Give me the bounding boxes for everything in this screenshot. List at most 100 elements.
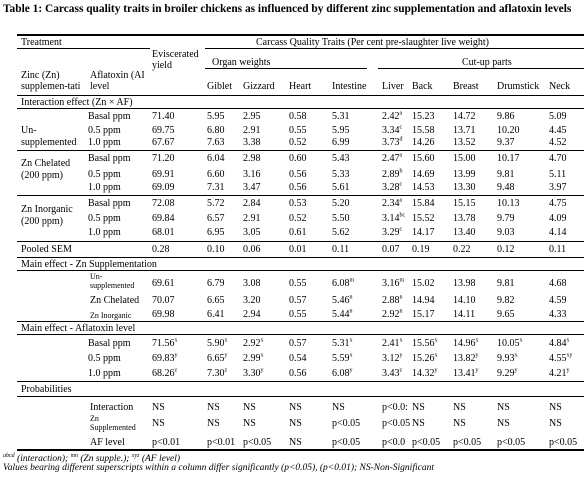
cell-superscript: bc	[399, 212, 406, 219]
af-level-label: 1.0 ppm	[88, 182, 121, 193]
cell-breast: 13.40	[453, 227, 476, 238]
cell-value: 14.96	[453, 338, 476, 349]
cell-value: 6.79	[207, 278, 225, 289]
cell-drumstick: 9.93x	[497, 353, 518, 364]
cell-value: 13.78	[453, 213, 476, 224]
cell-value: 5.59	[332, 353, 350, 364]
cell-heart: 0.52	[289, 213, 307, 224]
group-label-line2: Un-	[21, 125, 37, 136]
giblet-header: Giblet	[207, 81, 232, 92]
cell-intestine: 5.20	[332, 198, 350, 209]
cell-drumstick: 9.86	[497, 111, 515, 122]
cell-value: 2.41	[382, 338, 400, 349]
cell-neck: 4.84x	[549, 338, 570, 349]
cell-ey: 68.01	[152, 227, 175, 238]
af-level-label: Basal ppm	[88, 111, 131, 122]
cell-superscript: a	[399, 152, 403, 159]
cell-value: 13.40	[453, 227, 476, 238]
cell-value: 3.16	[382, 278, 400, 289]
cell-back: 15.58	[412, 125, 435, 136]
cell-superscript: x	[519, 337, 523, 344]
cell-value: 15.17	[412, 309, 435, 320]
af-level-label: 0.5 ppm	[88, 353, 121, 364]
cell-value: 5.11	[549, 169, 567, 180]
pooled-cell-liver: 0.07	[382, 244, 400, 255]
cell-value: 9.79	[497, 213, 515, 224]
cell-value: 2.84	[243, 198, 261, 209]
cell-liver: 2.41x	[382, 338, 403, 349]
cell-superscript: x	[475, 337, 479, 344]
section-zn-title: Main effect - Zn Supplementation	[21, 259, 157, 270]
cell-value: 9.03	[497, 227, 515, 238]
cell-neck: 4.14	[549, 227, 567, 238]
af-level-label: Basal ppm	[88, 338, 131, 349]
cell-back: 14.69	[412, 169, 435, 180]
cell-value: 7.31	[207, 182, 225, 193]
cell-value: 6.65	[207, 295, 225, 306]
rule-under-cutup	[378, 68, 584, 69]
cell-value: 4.21	[549, 368, 567, 379]
pooled-cell-intestine: 0.11	[332, 244, 350, 255]
prob-cell-giblet: NS	[207, 418, 220, 429]
gizzard-header: Gizzard	[243, 81, 275, 92]
cell-superscript: n	[399, 294, 403, 301]
cell-neck: 3.97	[549, 182, 567, 193]
cell-value: 71.40	[152, 111, 175, 122]
prob-cell-liver: p<0.05	[382, 418, 411, 429]
cell-drumstick: 9.48	[497, 182, 515, 193]
prob-cell-ey: NS	[152, 402, 165, 413]
cell-value: 14.72	[453, 111, 476, 122]
cell-heart: 0.60	[289, 153, 307, 164]
group-label-line3: supplemented	[21, 137, 77, 148]
cqt-header: Carcass Quality Traits (Per cent pre-sla…	[256, 37, 489, 48]
cell-superscript: x	[260, 337, 264, 344]
cell-value: 15.00	[453, 153, 476, 164]
cell-value: 14.26	[412, 137, 435, 148]
cell-heart: 0.56	[289, 368, 307, 379]
cell-superscript: x	[566, 337, 570, 344]
cell-ey: 69.84	[152, 213, 175, 224]
cell-drumstick: 9.81	[497, 278, 515, 289]
cell-superscript: x	[260, 352, 264, 359]
pooled-cell-back: 0.19	[412, 244, 430, 255]
cell-drumstick: 9.81	[497, 169, 515, 180]
pooled-cell-breast: 0.22	[453, 244, 471, 255]
cell-intestine: 5.44n	[332, 309, 353, 320]
prob-cell-giblet: NS	[207, 402, 220, 413]
cell-value: 9.29	[497, 368, 515, 379]
prob-cell-neck: p<0.05	[549, 437, 578, 448]
cell-value: 4.45	[549, 125, 567, 136]
group-label-line1: Zn Chelated	[21, 158, 71, 169]
cell-intestine: 6.99	[332, 137, 350, 148]
cell-value: 4.75	[549, 198, 567, 209]
cell-value: 4.14	[549, 227, 567, 238]
cell-drumstick: 10.05x	[497, 338, 523, 349]
cell-value: 4.09	[549, 213, 567, 224]
cell-value: 14.10	[453, 295, 476, 306]
cell-breast: 15.00	[453, 153, 476, 164]
cell-back: 15.84	[412, 198, 435, 209]
cell-value: 69.84	[152, 213, 175, 224]
cell-drumstick: 10.13	[497, 198, 520, 209]
cell-giblet: 7.63	[207, 137, 225, 148]
prob-cell-neck: NS	[549, 418, 562, 429]
cell-intestine: 5.61	[332, 182, 350, 193]
cell-value: 9.93	[497, 353, 515, 364]
drumstick-header: Drumstick	[497, 81, 540, 92]
afla-header-line1: Aflatoxin (AI	[90, 70, 145, 81]
cell-ey: 67.67	[152, 137, 175, 148]
cell-gizzard: 3.38	[243, 137, 261, 148]
cell-value: 0.55	[289, 125, 307, 136]
cell-neck: 4.45	[549, 125, 567, 136]
zinc-header-line1: Zinc (Zn)	[21, 70, 60, 81]
section-prob-title: Probabilities	[21, 384, 72, 395]
pooled-sem-label: Pooled SEM	[21, 244, 72, 255]
cell-value: 3.34	[382, 125, 400, 136]
cell-value: 15.84	[412, 198, 435, 209]
cell-superscript: y	[174, 352, 178, 359]
footnote-significance: Values bearing different superscripts wi…	[3, 463, 434, 473]
cell-heart: 0.55	[289, 278, 307, 289]
cell-neck: 4.70	[549, 153, 567, 164]
cell-heart: 0.61	[289, 227, 307, 238]
cell-value: 6.08	[332, 368, 350, 379]
